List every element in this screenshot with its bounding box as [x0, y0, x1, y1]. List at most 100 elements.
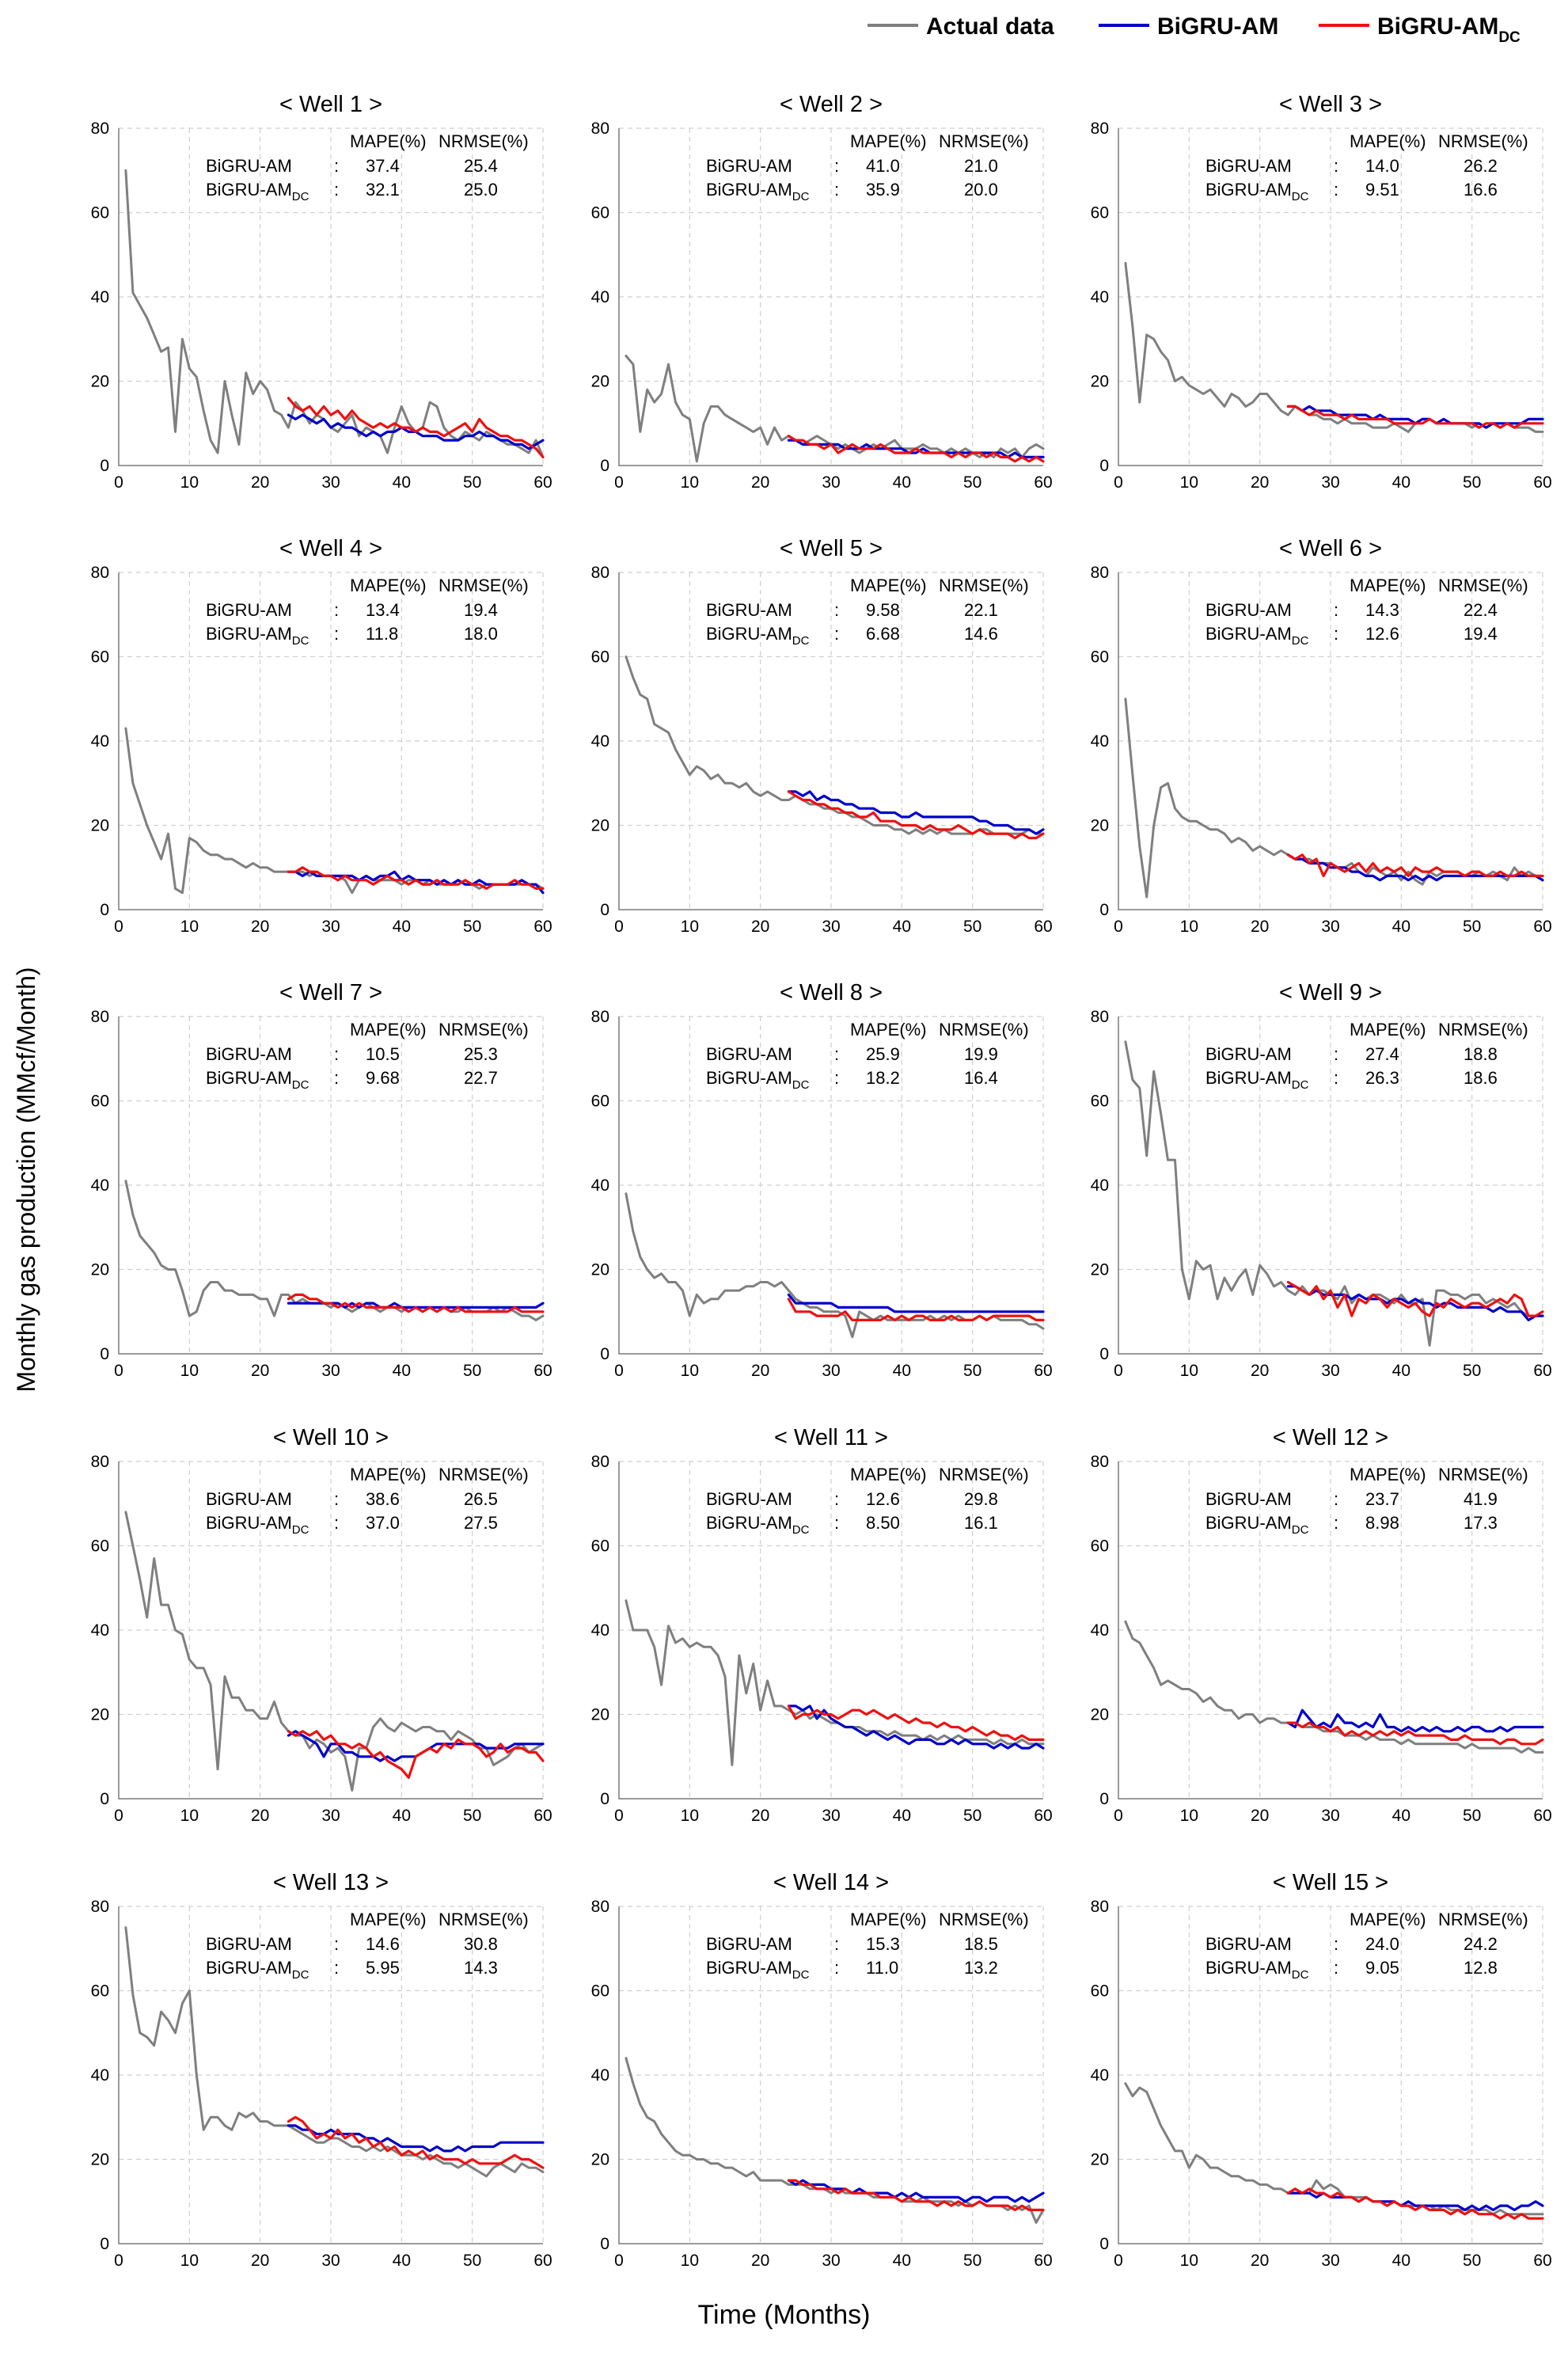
series-line-actual	[1124, 261, 1544, 433]
stats-header-nrmse: NRMSE(%)	[439, 1910, 529, 1929]
stats-value-mape: 41.0	[866, 156, 900, 176]
x-tick-label: 40	[393, 918, 411, 936]
y-tick-label: 0	[600, 2235, 609, 2253]
y-tick-label: 80	[591, 564, 609, 582]
stats-row-model: BiGRU-AM	[206, 1934, 292, 1954]
stats-value-nrmse: 25.4	[464, 156, 498, 176]
y-tick-label: 60	[591, 1982, 609, 2001]
axes-frame	[618, 1017, 1043, 1355]
stats-header-mape: MAPE(%)	[350, 1020, 427, 1039]
panel-title-well-12: < Well 12 >	[1272, 1425, 1389, 1450]
stats-separator: :	[334, 1044, 339, 1064]
axes-frame	[118, 1017, 543, 1355]
series-line-dc	[1286, 2187, 1544, 2220]
y-tick-label: 80	[91, 1453, 109, 1471]
axes-frame	[118, 128, 543, 466]
y-tick-label: 20	[91, 1706, 109, 1724]
stats-value-nrmse: 12.8	[1464, 1958, 1498, 1978]
x-tick-label: 20	[751, 1362, 769, 1380]
x-tick-label: 50	[963, 1362, 981, 1380]
legend-label-bigru: BiGRU-AM	[1157, 13, 1278, 40]
panel-title-well-2: < Well 2 >	[779, 92, 883, 117]
panel-chart-well-2: 0 10 20 30 40 50 60 0 20 40 60 80 MAPE(%) NRMSE(%) BiG…	[591, 120, 1053, 492]
x-tick-label: 60	[1034, 473, 1052, 492]
stats-header-nrmse: NRMSE(%)	[939, 1910, 1029, 1929]
series-line-actual	[1124, 1620, 1544, 1754]
x-tick-label: 20	[751, 918, 769, 936]
panel-title-well-6: < Well 6 >	[1278, 536, 1383, 561]
stats-separator: :	[834, 1513, 839, 1533]
y-tick-label: 0	[600, 901, 609, 919]
y-tick-label: 20	[91, 2151, 109, 2169]
y-tick-label: 20	[591, 373, 609, 391]
stats-separator: :	[834, 1044, 839, 1064]
stats-row-model: BiGRU-AM	[1205, 600, 1292, 620]
stats-separator: :	[834, 1489, 839, 1509]
x-tick-label: 0	[614, 2252, 624, 2270]
x-tick-label: 0	[114, 1807, 123, 1825]
stats-header-nrmse: NRMSE(%)	[439, 1020, 529, 1039]
x-tick-label: 20	[251, 1807, 269, 1825]
stats-row-model: BiGRU-AMDC	[1205, 1958, 1309, 1982]
series-line-dc	[1286, 1721, 1544, 1746]
series-line-dc	[787, 435, 1045, 463]
axes-frame	[118, 1461, 543, 1800]
series-line-dc	[287, 866, 545, 890]
series-line-dc	[787, 2179, 1045, 2211]
y-tick-label: 0	[600, 1790, 609, 1808]
y-tick-label: 60	[91, 648, 109, 667]
stats-separator: :	[834, 624, 839, 644]
stats-header-nrmse: NRMSE(%)	[439, 576, 529, 595]
stats-header-nrmse: NRMSE(%)	[939, 1020, 1029, 1039]
x-tick-label: 20	[751, 2252, 769, 2270]
x-tick-label: 40	[1392, 918, 1410, 936]
y-tick-label: 60	[591, 204, 609, 222]
stats-value-mape: 23.7	[1365, 1489, 1399, 1509]
y-tick-label: 20	[1091, 817, 1109, 835]
y-tick-label: 40	[591, 1176, 609, 1195]
y-tick-label: 20	[591, 1706, 609, 1724]
x-tick-label: 40	[893, 473, 911, 492]
y-tick-label: 40	[91, 732, 109, 751]
y-tick-label: 60	[591, 1537, 609, 1556]
stats-value-nrmse: 20.0	[964, 180, 998, 200]
stats-value-mape: 14.6	[366, 1934, 400, 1954]
x-tick-label: 40	[393, 2252, 411, 2270]
stats-separator: :	[334, 1068, 339, 1088]
legend-svg: Actual data BiGRU-AM BiGRU-AMDC	[868, 13, 1521, 46]
stats-header-nrmse: NRMSE(%)	[1438, 131, 1528, 151]
y-tick-label: 80	[91, 1008, 109, 1026]
stats-separator: :	[334, 1934, 339, 1954]
x-tick-label: 10	[1180, 1362, 1198, 1380]
y-tick-label: 60	[591, 648, 609, 667]
legend-label-dc: BiGRU-AMDC	[1377, 13, 1521, 46]
y-tick-label: 40	[591, 2066, 609, 2085]
y-tick-label: 20	[91, 373, 109, 391]
x-tick-label: 50	[963, 918, 981, 936]
stats-header-mape: MAPE(%)	[850, 576, 927, 595]
x-tick-label: 0	[1114, 2252, 1123, 2270]
stats-row-model: BiGRU-AMDC	[706, 624, 810, 648]
y-tick-label: 40	[1091, 732, 1109, 751]
series-line-dc	[787, 790, 1045, 840]
panel-title-well-13: < Well 13 >	[272, 1870, 389, 1895]
stats-header-nrmse: NRMSE(%)	[939, 131, 1029, 151]
stats-value-nrmse: 19.4	[1464, 624, 1498, 644]
stats-header-mape: MAPE(%)	[350, 1910, 427, 1929]
series-line-actual	[625, 1599, 1045, 1766]
y-tick-label: 80	[591, 1008, 609, 1026]
x-tick-label: 30	[321, 1362, 340, 1380]
x-tick-label: 60	[533, 1362, 552, 1380]
x-tick-label: 50	[963, 2252, 981, 2270]
stats-value-nrmse: 16.1	[964, 1513, 998, 1533]
x-tick-label: 20	[751, 1807, 769, 1825]
stats-row-model: BiGRU-AMDC	[1205, 1513, 1309, 1537]
stats-separator: :	[1334, 1513, 1338, 1533]
x-tick-label: 60	[533, 473, 552, 492]
x-tick-label: 60	[1533, 1362, 1551, 1380]
panel-title-well-9: < Well 9 >	[1278, 980, 1383, 1005]
x-tick-label: 10	[681, 473, 699, 492]
stats-value-nrmse: 19.4	[464, 600, 498, 620]
stats-value-mape: 27.4	[1365, 1044, 1399, 1064]
y-tick-label: 20	[1091, 1261, 1109, 1279]
